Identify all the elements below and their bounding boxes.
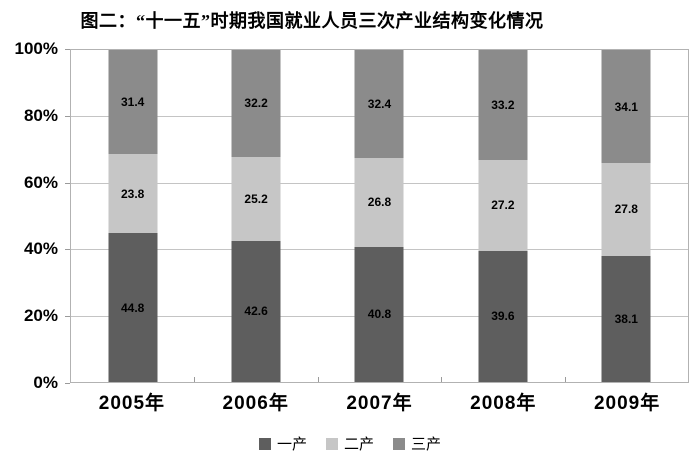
- legend-item: 三产: [393, 437, 441, 452]
- bar-segment: [354, 157, 404, 247]
- bar-segment: [478, 250, 528, 382]
- bar-segment: [601, 50, 651, 164]
- x-axis-tick: [194, 377, 196, 382]
- data-label: 31.4: [121, 95, 145, 110]
- category-slot: 40.8 26.8 32.4: [318, 50, 441, 382]
- bar-segment: [478, 160, 528, 251]
- x-tick-label: 2009年: [593, 393, 661, 414]
- stacked-bar: 44.8 23.8 31.4: [108, 50, 158, 382]
- bar-segment: [108, 154, 158, 234]
- data-label: 25.2: [244, 191, 268, 206]
- x-axis-tick: [564, 377, 566, 382]
- data-label: 27.2: [491, 198, 515, 213]
- x-tick-label: 2008年: [470, 393, 537, 414]
- data-label: 42.6: [244, 304, 268, 319]
- stacked-bar: 42.6 25.2 32.2: [231, 50, 281, 382]
- legend-label: 一产: [276, 435, 307, 453]
- y-tick-label: 40%: [23, 239, 58, 259]
- stacked-bar: 38.1 27.8 34.1: [601, 50, 651, 382]
- legend-label: 二产: [343, 435, 374, 453]
- data-label: 32.4: [367, 96, 392, 111]
- data-label: 40.8: [367, 307, 392, 322]
- legend-swatch: [393, 438, 405, 450]
- bar-segment: [478, 50, 528, 161]
- legend-swatch: [325, 438, 338, 450]
- data-label: 26.8: [367, 195, 392, 210]
- x-axis-tick: [441, 377, 443, 382]
- stacked-bar: 39.6 27.2 33.2: [478, 50, 528, 382]
- bar-segment: [354, 246, 404, 382]
- data-label: 32.2: [244, 96, 268, 111]
- data-label: 33.2: [491, 98, 515, 113]
- data-label: 27.8: [614, 202, 638, 217]
- legend: 一产 二产 三产: [0, 433, 700, 455]
- y-tick-label: 80%: [23, 105, 58, 125]
- y-axis-tick: [65, 116, 70, 117]
- data-label: 39.6: [491, 309, 515, 324]
- x-tick-label: 2007年: [346, 393, 413, 414]
- x-tick-label: 2006年: [222, 393, 289, 414]
- y-axis-tick: [65, 249, 70, 250]
- category-slot: 44.8 23.8 31.4: [71, 50, 194, 382]
- y-tick-label: 20%: [23, 306, 58, 326]
- data-label: 38.1: [614, 311, 638, 326]
- legend-item: 一产: [258, 435, 307, 453]
- x-tick-label: 2005年: [98, 393, 166, 414]
- bar-segment: [231, 156, 281, 241]
- chart-title: 图二：“十一五”时期我国就业人员三次产业结构变化情况: [80, 11, 544, 31]
- y-tick-label: 0%: [33, 373, 58, 392]
- y-axis-tick: [65, 49, 70, 50]
- data-label: 44.8: [121, 300, 145, 315]
- legend-label: 三产: [411, 435, 442, 453]
- y-tick-label: 100%: [14, 39, 58, 58]
- bar-segment: [354, 50, 404, 158]
- category-slot: 39.6 27.2 33.2: [441, 50, 564, 382]
- bar-segment: [108, 233, 158, 382]
- legend-item: 二产: [325, 435, 374, 453]
- bar-segment: [601, 163, 651, 256]
- y-axis-tick: [65, 383, 70, 384]
- bar-segment: [601, 255, 651, 382]
- data-label: 34.1: [614, 99, 638, 114]
- x-axis-tick: [317, 377, 319, 382]
- y-axis-tick: [65, 316, 70, 317]
- bar-segment: [231, 240, 281, 382]
- y-tick-label: 60%: [23, 172, 58, 192]
- bar-segment: [231, 50, 281, 157]
- category-slot: 38.1 27.8 34.1: [565, 50, 688, 382]
- y-axis-tick: [65, 183, 70, 184]
- data-label: 23.8: [121, 186, 145, 201]
- category-slot: 42.6 25.2 32.2: [194, 50, 317, 382]
- bar-segment: [108, 50, 158, 155]
- legend-swatch: [258, 438, 271, 450]
- stacked-bar: 40.8 26.8 32.4: [354, 50, 404, 382]
- plot-area: 44.8 23.8 31.4 42.6 25.2 32.2 40.8 26.8 32.4 39.6…: [70, 49, 689, 383]
